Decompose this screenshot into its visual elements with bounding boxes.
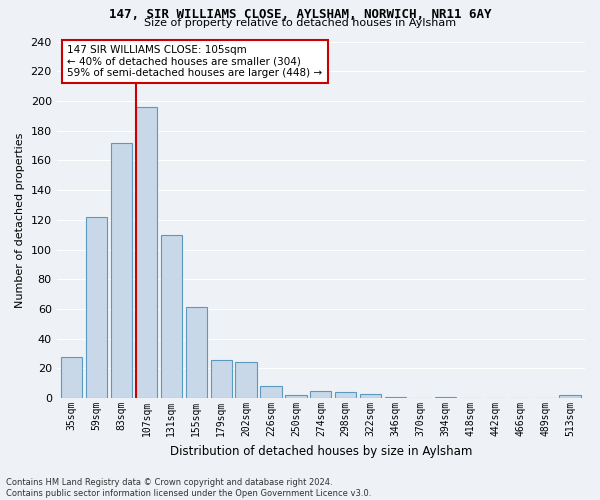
- Text: 147 SIR WILLIAMS CLOSE: 105sqm
← 40% of detached houses are smaller (304)
59% of: 147 SIR WILLIAMS CLOSE: 105sqm ← 40% of …: [67, 45, 322, 78]
- Text: Contains HM Land Registry data © Crown copyright and database right 2024.
Contai: Contains HM Land Registry data © Crown c…: [6, 478, 371, 498]
- Bar: [161, 234, 182, 398]
- Bar: [559, 395, 581, 398]
- Text: 147, SIR WILLIAMS CLOSE, AYLSHAM, NORWICH, NR11 6AY: 147, SIR WILLIAMS CLOSE, AYLSHAM, NORWIC…: [109, 8, 491, 20]
- X-axis label: Distribution of detached houses by size in Aylsham: Distribution of detached houses by size …: [170, 444, 472, 458]
- Bar: [360, 394, 381, 398]
- Bar: [286, 395, 307, 398]
- Bar: [260, 386, 281, 398]
- Text: Size of property relative to detached houses in Aylsham: Size of property relative to detached ho…: [144, 18, 456, 28]
- Bar: [136, 107, 157, 398]
- Bar: [211, 360, 232, 398]
- Bar: [385, 396, 406, 398]
- Y-axis label: Number of detached properties: Number of detached properties: [15, 132, 25, 308]
- Bar: [435, 396, 456, 398]
- Bar: [310, 390, 331, 398]
- Bar: [111, 142, 132, 398]
- Bar: [185, 308, 207, 398]
- Bar: [235, 362, 257, 398]
- Bar: [335, 392, 356, 398]
- Bar: [61, 356, 82, 398]
- Bar: [86, 217, 107, 398]
